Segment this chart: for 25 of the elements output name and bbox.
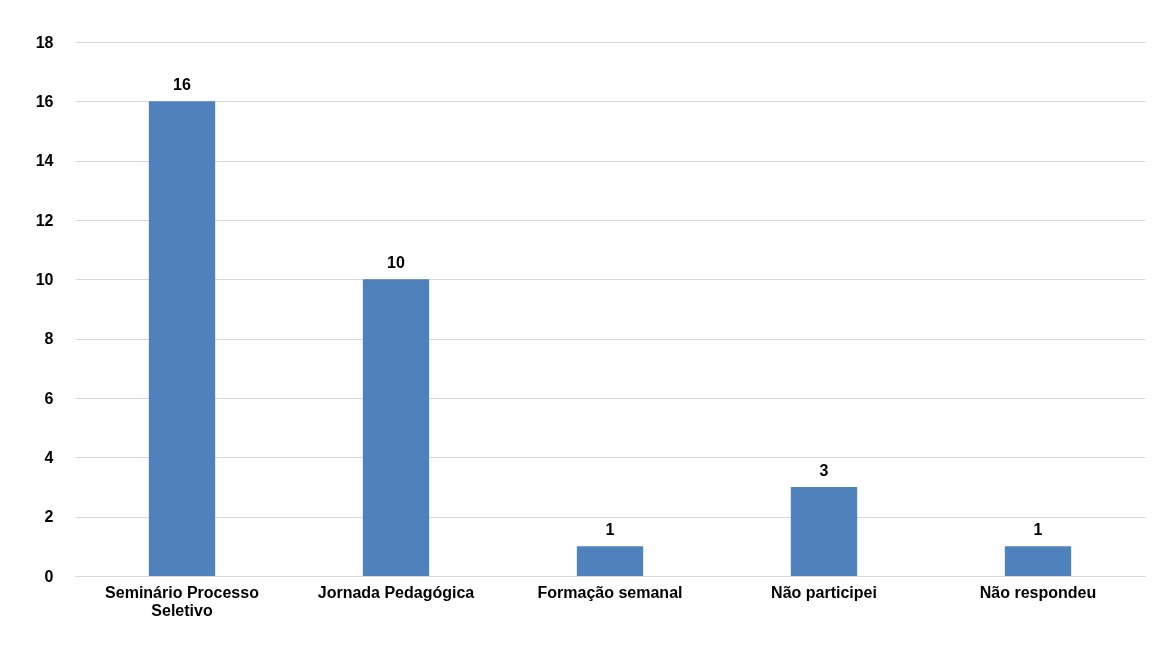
x-tick-label: Jornada Pedagógica bbox=[317, 583, 475, 601]
y-tick-label: 10 bbox=[35, 270, 54, 288]
data-label: 3 bbox=[819, 462, 829, 479]
y-tick-label: 12 bbox=[35, 211, 54, 229]
data-label: 1 bbox=[1033, 521, 1043, 539]
y-tick-label: 18 bbox=[35, 33, 54, 51]
y-tick-label: 16 bbox=[35, 92, 54, 110]
bar bbox=[790, 487, 858, 576]
x-tick-label: Não respondeu bbox=[979, 583, 1097, 601]
x-tick-label: Não participei bbox=[771, 583, 877, 601]
bar bbox=[362, 279, 430, 576]
y-tick-label: 4 bbox=[44, 448, 54, 466]
y-tick-label: 8 bbox=[44, 330, 54, 348]
data-label: 10 bbox=[387, 254, 405, 272]
bar bbox=[1004, 546, 1072, 576]
data-label: 16 bbox=[173, 76, 191, 94]
y-tick-label: 2 bbox=[44, 508, 54, 526]
bar bbox=[576, 546, 644, 576]
x-tick-label: Seminário Processo Seletivo bbox=[105, 583, 260, 619]
x-tick-label: Formação semanal bbox=[537, 583, 683, 601]
bar bbox=[148, 101, 216, 576]
data-label: 1 bbox=[605, 521, 615, 539]
y-tick-label: 0 bbox=[44, 567, 54, 585]
y-tick-label: 6 bbox=[44, 389, 54, 407]
y-tick-label: 14 bbox=[35, 152, 54, 170]
